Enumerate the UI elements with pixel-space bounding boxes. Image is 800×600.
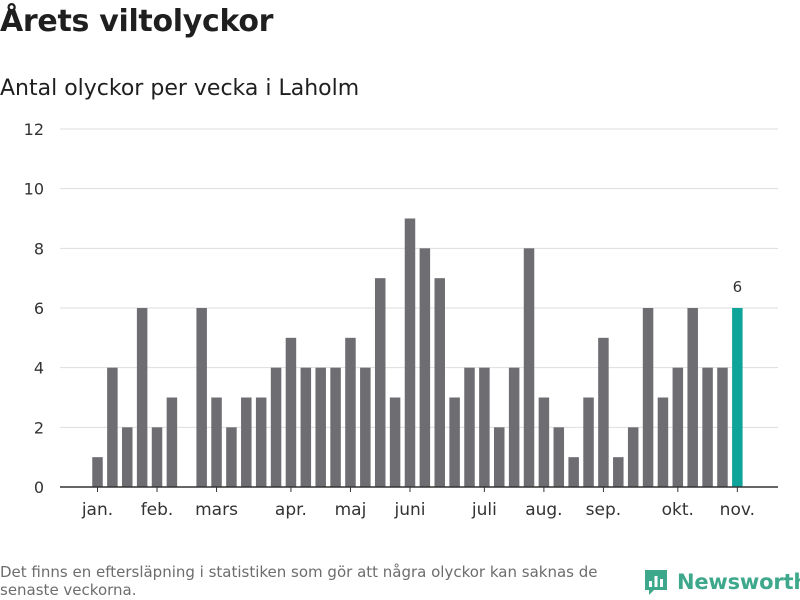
bar: [136, 308, 148, 487]
bar: [404, 218, 416, 487]
bar: [285, 337, 297, 487]
bar: [717, 367, 728, 487]
footnote: Det finns en eftersläpning i statistiken…: [0, 563, 598, 599]
bar: [553, 427, 565, 487]
bar: [538, 397, 550, 487]
bar: [211, 397, 222, 487]
bar: [657, 397, 669, 487]
bar: [642, 308, 654, 487]
bar: [122, 427, 133, 487]
brand-name: Newsworthy: [677, 570, 800, 594]
bar: [687, 308, 698, 487]
bar: [345, 337, 356, 487]
x-tick-label: juni: [393, 500, 425, 520]
x-tick-label: okt.: [662, 500, 694, 520]
x-tick-label: sep.: [586, 500, 622, 520]
bar: [166, 397, 178, 487]
bar: [226, 427, 237, 487]
bar: [434, 278, 445, 487]
bar: [241, 397, 252, 487]
brand-logo: Newsworthy: [643, 568, 800, 596]
data-label: 6: [733, 278, 743, 296]
x-tick-label: jan.: [81, 500, 113, 520]
bar: [449, 397, 460, 487]
x-tick-label: mars: [195, 500, 238, 520]
bar: [598, 337, 609, 487]
bar: [613, 457, 624, 487]
bar: [523, 248, 535, 487]
bar-chart-logo-icon: [645, 570, 667, 595]
y-tick-label: 2: [34, 418, 44, 437]
bar-highlight: [732, 308, 743, 487]
bar-chart: 0 2 4 6 8 10 12 jan. feb. mars apr. maj juni juli aug.…: [24, 120, 778, 520]
bar: [330, 367, 341, 487]
bar: [196, 308, 207, 487]
bar: [360, 367, 371, 487]
x-tick-label: apr.: [275, 500, 307, 520]
bar: [92, 457, 103, 487]
x-tick-label: maj: [335, 500, 367, 520]
bar: [315, 367, 326, 487]
x-tick-label: juli: [471, 500, 497, 520]
bar: [494, 427, 505, 487]
chart-subtitle: Antal olyckor per vecka i Laholm: [0, 76, 360, 101]
y-tick-label: 8: [34, 239, 44, 258]
bar: [151, 427, 163, 487]
bar: [702, 367, 713, 487]
x-tick-label: aug.: [525, 500, 562, 520]
y-tick-label: 4: [34, 359, 44, 378]
bar: [270, 367, 282, 487]
y-tick-label: 6: [34, 299, 44, 318]
x-tick-label: feb.: [141, 500, 174, 520]
y-tick-label: 10: [24, 180, 44, 199]
bar: [300, 367, 312, 487]
bar: [374, 278, 386, 487]
bar: [107, 367, 118, 487]
bar: [583, 397, 594, 487]
y-tick-label: 12: [24, 120, 44, 139]
bar: [672, 367, 684, 487]
bar: [568, 457, 579, 487]
bar: [389, 397, 401, 487]
bar: [255, 397, 267, 487]
x-tick-label: nov.: [720, 500, 755, 520]
bar: [464, 367, 475, 487]
bar: [508, 367, 520, 487]
y-tick-label: 0: [34, 478, 44, 497]
bar: [419, 248, 431, 487]
chart-title: Årets viltolyckor: [0, 4, 274, 39]
bar: [627, 427, 639, 487]
bar: [479, 367, 490, 487]
